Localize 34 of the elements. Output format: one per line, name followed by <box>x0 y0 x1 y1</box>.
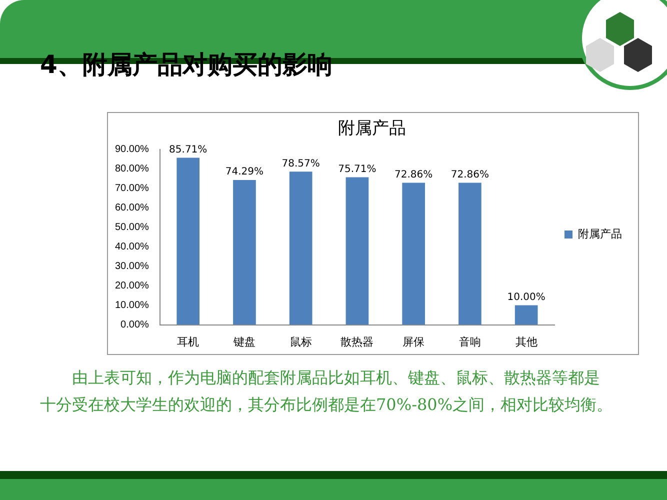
bar <box>176 158 200 325</box>
y-tick-label: 70.00% <box>114 183 150 194</box>
text: 由上表可知，作为电脑的配套附属品比如耳机、键盘、鼠标、散热器等都是十分受在校大学生的欢迎的，其分布比例都是在70%-80%之间，相对比较均衡。 <box>40 367 614 416</box>
y-tick-label: 20.00% <box>114 280 150 292</box>
y-tick-label: 60.00% <box>114 202 150 214</box>
x-tick-label: 其他 <box>515 335 538 348</box>
data-label: 75.71% <box>338 164 376 175</box>
legend-label: 附属产品 <box>578 228 622 241</box>
data-label: 72.86% <box>394 169 433 180</box>
y-tick-label: 30.00% <box>114 261 150 272</box>
y-tick-label: 50.00% <box>114 222 150 234</box>
bar <box>514 305 538 325</box>
data-label: 72.86% <box>450 169 490 180</box>
y-tick-label: 80.00% <box>114 164 150 175</box>
x-tick-label: 耳机 <box>177 336 200 348</box>
y-tick-label: 0.00% <box>120 320 150 331</box>
x-tick-label: 散热器 <box>340 336 374 348</box>
bar <box>402 182 425 325</box>
x-tick-label: 键盘 <box>232 336 256 348</box>
y-tick-label: 90.00% <box>114 144 150 156</box>
bar <box>289 172 312 325</box>
data-label: 78.57% <box>282 158 320 170</box>
x-tick-label: 鼠标 <box>290 335 312 348</box>
bar <box>233 180 256 325</box>
bar <box>346 177 369 325</box>
chart-title: 附属产品 <box>338 118 406 139</box>
x-tick-label: 音响 <box>458 335 481 348</box>
y-tick-label: 40.00% <box>114 242 150 253</box>
x-tick-label: 屏保 <box>402 336 425 348</box>
data-label: 85.71% <box>169 144 208 156</box>
data-label: 74.29% <box>225 166 264 178</box>
bar <box>458 182 482 325</box>
y-tick-label: 10.00% <box>114 300 150 312</box>
data-label: 10.00% <box>507 292 546 303</box>
